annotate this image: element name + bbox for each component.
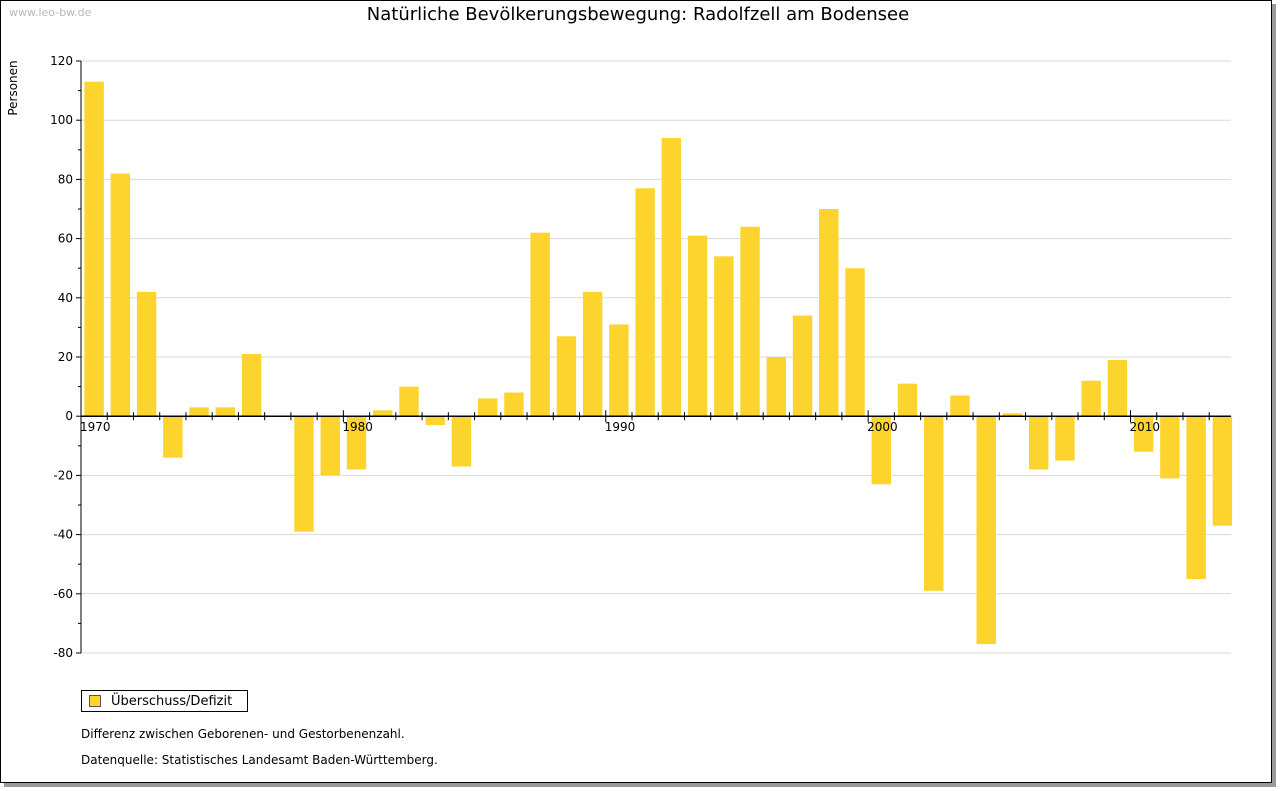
bar-2001	[897, 383, 918, 417]
legend: Überschuss/Defizit	[81, 690, 248, 712]
legend-label: Überschuss/Defizit	[111, 693, 233, 709]
bar-2003	[950, 395, 970, 417]
note-source: Datenquelle: Statistisches Landesamt Bad…	[81, 753, 438, 767]
axes	[76, 60, 1231, 654]
legend-swatch	[89, 695, 101, 707]
bar-1973	[163, 416, 183, 458]
bar-1984	[451, 416, 472, 467]
y-tick-label: 80	[58, 172, 73, 186]
bar-1994	[714, 256, 734, 417]
bar-1979	[320, 416, 340, 476]
y-tick-label: -20	[53, 468, 73, 482]
bar-1981	[373, 410, 393, 417]
bars	[84, 81, 1233, 645]
x-tick-label: 1970	[80, 420, 111, 434]
bar-2005	[1002, 413, 1023, 417]
bar-1996	[766, 357, 787, 417]
bar-2002	[924, 416, 944, 591]
bar-2008	[1081, 380, 1101, 417]
bar-1989	[582, 291, 603, 417]
y-tick-label: -60	[53, 587, 73, 601]
bar-2004	[976, 416, 996, 645]
bar-1983	[425, 416, 445, 426]
y-tick-label: -80	[53, 646, 73, 660]
bar-1992	[661, 137, 682, 417]
bar-1999	[845, 268, 865, 417]
bar-1990	[609, 324, 629, 417]
bar-1986	[504, 392, 524, 417]
x-tick-label: 2010	[1130, 420, 1161, 434]
bar-2013	[1212, 416, 1233, 526]
x-tick-label: 2000	[867, 420, 898, 434]
bar-1980	[346, 416, 367, 470]
bar-1978	[294, 416, 314, 532]
x-tick-label: 1980	[342, 420, 373, 434]
bar-1987	[530, 232, 550, 417]
bar-1993	[687, 235, 708, 417]
y-tick-label: 60	[58, 232, 73, 246]
y-tick-label: 100	[50, 113, 73, 127]
y-tick-label: -40	[53, 528, 73, 542]
bar-2006	[1028, 416, 1049, 470]
bar-1971	[110, 173, 131, 417]
bar-1970	[84, 81, 104, 417]
y-tick-labels: 120 100 80 60 40 20 0 -20 -40 -60 -80	[50, 54, 73, 660]
y-tick-label: 0	[65, 409, 73, 423]
bar-1972	[136, 291, 157, 417]
bar-2012	[1186, 416, 1206, 579]
bar-1975	[215, 407, 236, 417]
y-tick-label: 40	[58, 291, 73, 305]
bar-2009	[1107, 359, 1128, 417]
bar-1974	[189, 407, 209, 417]
bar-2000	[871, 416, 891, 485]
chart-title: Natürliche Bevölkerungsbewegung: Radolfz…	[366, 4, 910, 25]
bar-2011	[1160, 416, 1180, 479]
bar-1976	[241, 354, 262, 417]
y-tick-label: 20	[58, 350, 73, 364]
bar-1997	[792, 315, 813, 417]
bar-2007	[1055, 416, 1075, 461]
y-tick-label: 120	[50, 54, 73, 68]
bar-1998	[819, 209, 839, 417]
bar-1988	[556, 336, 577, 417]
note-difference: Differenz zwischen Geborenen- und Gestor…	[81, 727, 405, 741]
bar-1985	[477, 398, 498, 417]
x-tick-label: 1990	[605, 420, 636, 434]
x-tick-labels: 1970 1980 1990 2000 2010	[80, 420, 1160, 434]
bar-1995	[740, 226, 760, 417]
bar-chart: 120 100 80 60 40 20 0 -20 -40 -60 -80 1970 1980 1990…	[50, 54, 1233, 660]
bar-1991	[635, 188, 655, 417]
bar-2010	[1133, 416, 1154, 452]
bar-1982	[399, 386, 419, 417]
watermark: www.leo-bw.de	[9, 6, 92, 19]
